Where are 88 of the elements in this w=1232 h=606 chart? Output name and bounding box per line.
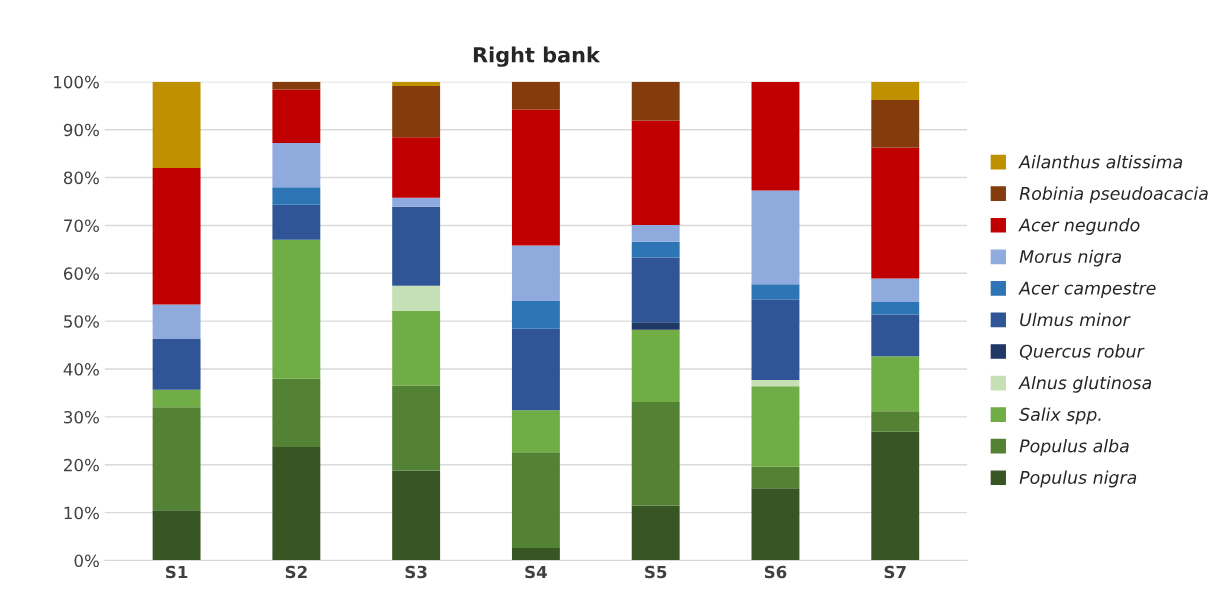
bar <box>751 380 800 387</box>
bar <box>511 328 560 411</box>
bar <box>751 386 800 467</box>
bar <box>392 197 441 207</box>
bar <box>511 301 560 329</box>
bar <box>272 89 321 144</box>
bar <box>511 452 560 549</box>
y-tick-label: 100% <box>54 75 99 89</box>
bar <box>871 411 920 432</box>
bar <box>511 81 560 110</box>
y-tick-label: 40% <box>63 363 99 376</box>
bar <box>272 81 321 90</box>
bar <box>871 314 920 357</box>
bar <box>751 190 800 285</box>
bar <box>511 109 560 246</box>
legend-label: Alnus glutinosa <box>1018 375 1152 393</box>
x-tick-label: S6 <box>764 565 787 579</box>
bar <box>631 505 680 561</box>
y-tick-label: 80% <box>63 171 99 185</box>
bar <box>152 389 201 408</box>
bar <box>631 257 680 323</box>
chart-title: Right bank <box>473 46 601 67</box>
bar <box>272 378 321 448</box>
bar <box>392 385 441 471</box>
bar <box>751 488 800 561</box>
bar <box>392 137 441 198</box>
bar <box>272 447 321 561</box>
bar <box>272 204 321 240</box>
legend-label: Salix spp. <box>1019 407 1101 425</box>
bar <box>152 81 201 168</box>
legend-label: Populus alba <box>1019 439 1129 456</box>
bar <box>631 81 680 121</box>
bar <box>871 302 920 315</box>
x-tick-label: S5 <box>645 565 667 579</box>
x-tick-label: S1 <box>165 565 188 579</box>
y-tick-label: 10% <box>64 506 99 520</box>
bar <box>751 299 800 381</box>
bar <box>392 310 441 386</box>
bar <box>511 410 560 453</box>
legend-label: Populus nigra <box>1019 470 1137 488</box>
bar <box>392 81 441 87</box>
bar <box>392 206 441 286</box>
bar <box>272 187 321 205</box>
y-tick-label: 20% <box>64 458 99 472</box>
y-tick-label: 70% <box>64 219 99 232</box>
bar <box>871 81 920 100</box>
bar <box>392 86 441 138</box>
bar <box>392 470 441 561</box>
bar <box>392 285 441 311</box>
bar <box>631 322 680 330</box>
x-tick-label: S4 <box>525 565 547 579</box>
bar <box>871 147 920 279</box>
x-tick-label: S3 <box>405 565 427 579</box>
legend-label: Quercus robur <box>1019 344 1145 360</box>
legend-label: Robinia pseudoacacia <box>1019 186 1208 204</box>
x-tick-label: S7 <box>884 565 906 579</box>
legend-label: Acer campestre <box>1018 281 1156 299</box>
bar <box>152 167 201 305</box>
bar <box>152 304 201 339</box>
y-tick-label: 90% <box>63 123 99 137</box>
legend-label: Ailanthus altissima <box>1018 154 1183 169</box>
legend-label: Morus nigra <box>1019 249 1121 267</box>
bar <box>631 402 680 506</box>
bar <box>152 407 201 511</box>
y-tick-label: 50% <box>64 315 99 328</box>
bar <box>751 81 800 191</box>
bar <box>871 356 920 412</box>
bar <box>631 241 680 258</box>
bar <box>272 239 321 379</box>
y-tick-label: 0% <box>74 554 99 568</box>
bar <box>871 278 920 303</box>
y-tick-label: 60% <box>63 267 99 280</box>
bar <box>751 284 800 300</box>
bar <box>152 338 201 390</box>
bar <box>631 329 680 403</box>
x-tick-label: S2 <box>285 565 307 579</box>
legend-label: Ulmus minor <box>1020 312 1131 327</box>
bar <box>751 466 800 489</box>
y-tick-label: 30% <box>64 410 99 424</box>
bar <box>871 431 920 561</box>
bar <box>511 245 560 302</box>
legend-label: Acer negundo <box>1018 218 1140 235</box>
bar <box>152 510 201 561</box>
bar <box>272 143 321 188</box>
bar <box>631 224 680 242</box>
bar <box>631 120 680 225</box>
bar <box>511 548 560 561</box>
bar <box>871 100 920 148</box>
